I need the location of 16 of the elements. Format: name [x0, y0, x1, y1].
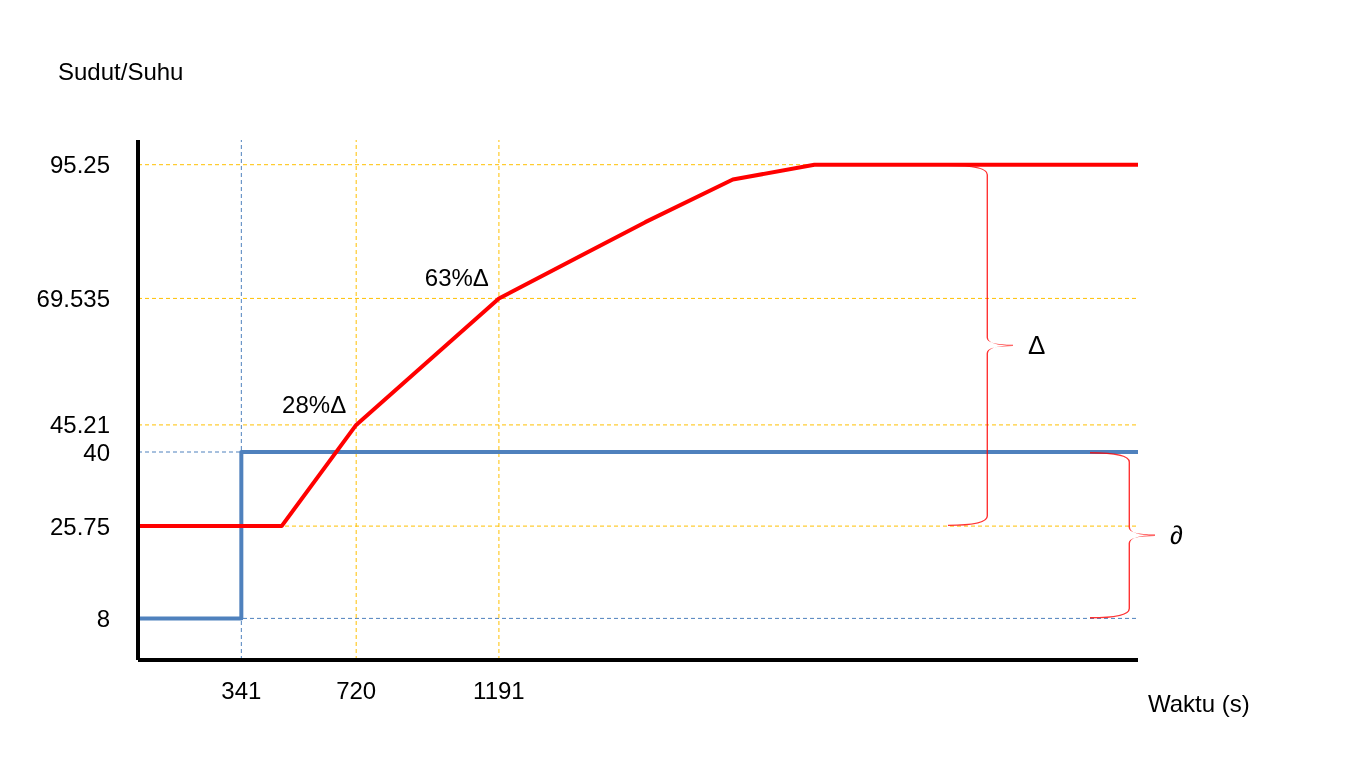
y-tick-label: 8: [96, 604, 110, 632]
annotation: 63%Δ: [424, 264, 489, 292]
text: ∂: [1170, 520, 1183, 551]
y-axis-title: Sudut/Suhu: [58, 58, 184, 85]
x-tick-label: 341: [221, 677, 262, 705]
annotation: 28%Δ: [282, 390, 347, 418]
annotation: Δ: [1028, 330, 1046, 361]
line-series: [138, 162, 1138, 529]
x-tick-label: 1191: [473, 677, 525, 705]
x-axis-title: Waktu (s): [1148, 690, 1250, 717]
x-tick-label: 720: [336, 677, 377, 705]
y-tick-label: 25.75: [49, 512, 110, 540]
y-tick-label: 69.535: [36, 284, 110, 312]
y-tick-label: 45.21: [49, 411, 110, 439]
y-tick-label: 95.25: [49, 151, 110, 179]
y-tick-label: 40: [83, 438, 110, 466]
